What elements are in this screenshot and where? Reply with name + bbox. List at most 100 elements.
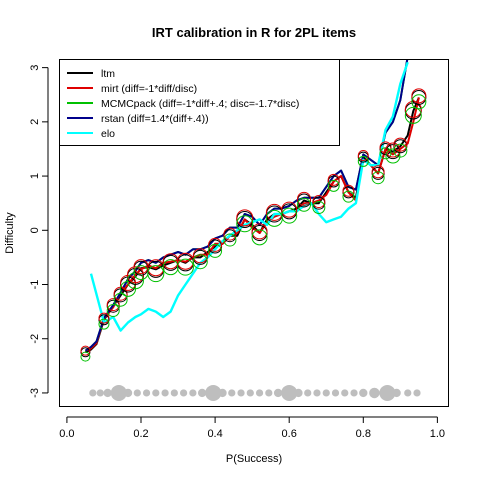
frequency-dot (322, 389, 330, 397)
frequency-dot (369, 387, 380, 399)
frequency-dot (304, 389, 312, 397)
y-tick-label: -1 (29, 280, 41, 290)
frequency-dot (281, 384, 298, 401)
item-circle-marker (176, 258, 194, 276)
circle-markers (80, 88, 427, 362)
item-circle-marker (371, 165, 385, 179)
item-circle-marker (297, 191, 312, 206)
item-circle-marker (223, 233, 237, 247)
item-circle-marker (393, 137, 408, 152)
x-axis-label: P(Success) (226, 453, 282, 465)
legend: ltm mirt (diff=-1*diff/disc) MCMCpack (dif… (59, 59, 340, 146)
frequency-dot (246, 389, 254, 397)
frequency-dot (237, 389, 245, 397)
item-circle-marker (342, 190, 355, 203)
frequency-dot (189, 389, 197, 397)
item-circle-marker (106, 298, 120, 312)
item-circle-marker (208, 237, 223, 252)
frequency-dot (404, 389, 412, 397)
item-circle-marker (236, 215, 254, 233)
x-tick-label: 0.0 (59, 428, 74, 440)
item-circle-marker (385, 148, 401, 164)
item-circle-marker (251, 223, 268, 240)
item-circle-marker (147, 259, 165, 277)
frequency-dot (255, 389, 264, 397)
item-circle-marker (162, 259, 179, 276)
item-circle-marker (192, 248, 208, 264)
item-circle-marker (236, 209, 254, 227)
item-circle-marker (371, 171, 385, 185)
frequency-dot (103, 388, 112, 398)
legend-label: mirt (diff=-1*diff/disc) (101, 83, 197, 95)
frequency-dot (294, 388, 303, 398)
legend-label: elo (101, 128, 115, 140)
item-circle-marker (379, 147, 392, 160)
x-tick-label: 0.6 (282, 428, 297, 440)
frequency-dot (170, 389, 178, 397)
item-circle-marker (192, 254, 208, 270)
item-circle-marker (342, 184, 355, 197)
frequency-dot (142, 389, 151, 397)
item-circle-marker (411, 88, 427, 104)
frequency-dot (265, 389, 273, 397)
frequency-dot (96, 389, 104, 397)
chart-title: IRT calibration in R for 2PL items (152, 25, 356, 40)
x-tick-label: 0.8 (356, 428, 371, 440)
item-circle-marker (327, 179, 340, 192)
y-tick-label: -2 (29, 334, 41, 344)
frequency-dot (413, 389, 421, 397)
y-axis-label: Difficulty (4, 212, 16, 254)
y-tick-label: 2 (29, 119, 41, 125)
frequency-dot (197, 388, 207, 398)
frequency-dot (161, 389, 169, 397)
y-tick-label: 0 (29, 227, 41, 233)
frequency-dot (313, 389, 321, 397)
item-circle-marker (357, 155, 369, 167)
frequency-dot (133, 389, 141, 397)
frequency-dot (89, 389, 97, 397)
item-circle-marker (147, 265, 165, 283)
item-circle-marker (281, 201, 298, 218)
frequency-dots (89, 384, 421, 401)
item-circle-marker (113, 292, 128, 307)
item-circle-marker (312, 201, 326, 215)
item-circle-marker (98, 318, 110, 330)
item-circle-marker (411, 94, 427, 110)
legend-label: MCMCpack (diff=-1*diff+.4; disc=-1.7*dis… (101, 98, 299, 110)
frequency-dot (110, 384, 127, 401)
frequency-dot (331, 389, 340, 397)
legend-label: rstan (diff=1.4*(diff+.4)) (101, 113, 209, 125)
frequency-dot (180, 389, 188, 397)
item-circle-marker (379, 141, 392, 154)
item-circle-marker (80, 351, 91, 362)
frequency-dot (273, 388, 283, 398)
item-circle-marker (357, 149, 369, 161)
axes: 0.0 0.2 0.4 0.6 0.8 1.0 -3 -2 -1 0 1 2 3 (29, 65, 445, 440)
x-tick-label: 0.4 (207, 428, 222, 440)
frequency-dot (350, 389, 358, 397)
legend-label: ltm (101, 68, 115, 80)
item-circle-marker (393, 143, 408, 158)
y-tick-label: 1 (29, 173, 41, 179)
item-circle-marker (281, 207, 298, 224)
x-tick-label: 1.0 (430, 428, 445, 440)
item-circle-marker (404, 106, 422, 124)
item-circle-marker (80, 345, 91, 356)
frequency-dot (152, 389, 160, 397)
item-circle-marker (106, 304, 120, 318)
item-circle-marker (385, 142, 401, 158)
item-circle-marker (162, 253, 179, 270)
frequency-dot (392, 388, 401, 398)
frequency-dot (341, 389, 349, 397)
legend-box (59, 59, 340, 146)
item-circle-marker (327, 173, 340, 186)
item-circle-marker (208, 243, 223, 258)
frequency-dot (218, 388, 227, 398)
frequency-dot (123, 388, 133, 398)
x-tick-label: 0.2 (133, 428, 148, 440)
item-circle-marker (312, 195, 326, 209)
item-circle-marker (251, 229, 268, 246)
y-tick-label: 3 (29, 65, 41, 71)
frequency-dot (228, 389, 236, 397)
